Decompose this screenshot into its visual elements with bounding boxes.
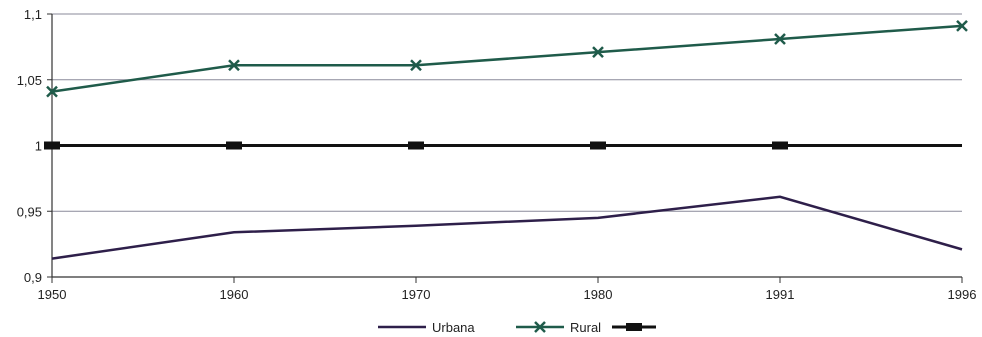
data-point	[590, 141, 606, 150]
x-tick-label: 1980	[584, 287, 613, 302]
x-marker-stroke	[534, 321, 546, 333]
y-tick-label: 1,1	[24, 7, 42, 22]
legend-marker	[626, 323, 642, 331]
data-point	[44, 141, 60, 150]
x-marker-stroke	[410, 59, 422, 72]
y-tick-label: 0,9	[24, 270, 42, 285]
x-tick-label: 1996	[948, 287, 977, 302]
x-marker-stroke	[46, 85, 58, 98]
x-tick-label: 1950	[38, 287, 67, 302]
series-urbana	[51, 195, 963, 260]
data-point	[772, 141, 788, 150]
data-point	[226, 141, 242, 150]
data-point	[408, 141, 424, 150]
series-line	[51, 195, 963, 260]
gridlines	[52, 13, 962, 212]
x-tick-label: 1970	[402, 287, 431, 302]
legend-item	[612, 323, 656, 331]
x-marker-stroke	[592, 46, 604, 59]
series-line	[51, 24, 963, 93]
y-tick-label: 1	[35, 139, 42, 154]
data-point	[410, 59, 422, 72]
x-marker-stroke	[956, 19, 968, 32]
x-tick-labels: 1950 1960 1970 1980 1991 1996	[38, 287, 977, 302]
y-tick-label: 1,05	[17, 73, 42, 88]
x-marker-stroke	[774, 33, 786, 45]
data-point	[228, 59, 240, 72]
y-tick-labels: 0,9 0,95 1 1,05 1,1	[17, 7, 42, 285]
series-lines	[44, 19, 968, 260]
x-tick-label: 1991	[766, 287, 795, 302]
data-point	[774, 33, 786, 45]
series-unnamed	[44, 141, 962, 150]
legend: Urbana Rural	[378, 320, 656, 335]
legend-item: Urbana	[378, 320, 475, 335]
legend-item: Rural	[516, 320, 601, 335]
data-point	[46, 85, 58, 98]
y-tick-label: 0,95	[17, 204, 42, 219]
legend-marker	[534, 321, 546, 333]
data-point	[956, 19, 968, 32]
x-marker-stroke	[228, 59, 240, 72]
axes	[47, 13, 963, 283]
legend-label: Urbana	[432, 320, 475, 335]
data-point	[592, 46, 604, 59]
series-rural	[46, 19, 968, 98]
x-tick-label: 1960	[220, 287, 249, 302]
legend-label: Rural	[570, 320, 601, 335]
